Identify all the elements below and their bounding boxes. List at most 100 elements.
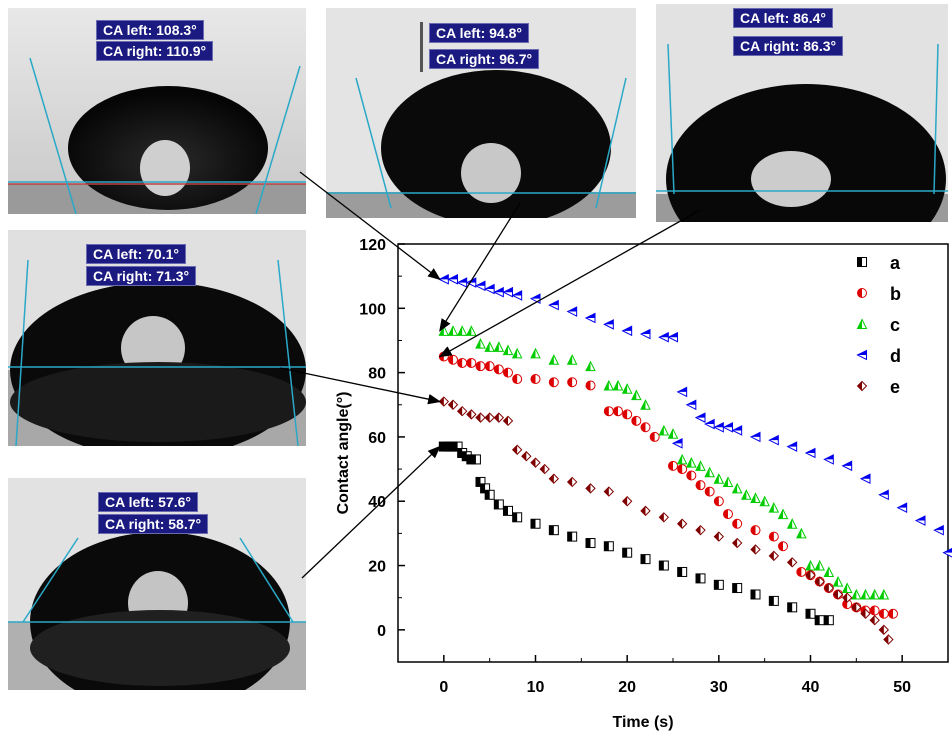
ca-right-label: CA right: 110.9° — [96, 41, 214, 61]
data-point-b — [878, 608, 889, 619]
series-e — [438, 396, 894, 645]
data-point-c — [658, 424, 670, 436]
data-point-a — [503, 505, 513, 516]
data-point-c — [603, 379, 615, 391]
data-point-d — [566, 306, 578, 317]
data-point-e — [832, 589, 844, 600]
legend-marker-e — [856, 380, 868, 392]
data-point-c — [585, 360, 596, 372]
x-tick-label: 30 — [710, 679, 728, 696]
data-point-c — [456, 325, 468, 336]
ca-left-label: CA left: 70.1° — [86, 244, 186, 264]
data-point-a — [548, 525, 559, 536]
data-point-a — [640, 554, 651, 565]
data-point-e — [475, 412, 486, 423]
data-point-e — [521, 451, 532, 462]
data-point-d — [896, 502, 908, 513]
data-point-e — [750, 544, 761, 555]
data-point-c — [860, 588, 871, 600]
droplet-photo-4 — [8, 230, 306, 446]
data-point-e — [860, 608, 871, 619]
data-point-b — [750, 525, 761, 536]
data-point-d — [704, 418, 715, 430]
data-point-c — [841, 582, 853, 594]
ca-right-label: CA right: 86.3° — [733, 36, 844, 56]
y-tick-label: 0 — [377, 623, 386, 640]
data-point-b — [457, 357, 468, 368]
y-axis-label: Contact angle(°) — [335, 392, 352, 515]
data-point-c — [475, 338, 486, 349]
data-point-c — [796, 527, 807, 539]
data-point-e — [768, 550, 780, 562]
data-point-c — [731, 482, 743, 494]
data-point-b — [778, 541, 788, 552]
data-point-a — [787, 602, 798, 613]
data-point-c — [466, 325, 477, 336]
data-point-b — [704, 486, 715, 497]
data-point-a — [695, 573, 706, 584]
data-point-d — [584, 312, 596, 324]
data-point-d — [658, 331, 669, 343]
data-point-e — [438, 396, 450, 407]
data-point-e — [823, 582, 835, 594]
x-tick-label: 20 — [618, 679, 636, 696]
series-a — [438, 441, 834, 626]
data-point-b — [796, 566, 807, 577]
data-point-c — [768, 502, 780, 513]
pointer-arrow — [299, 171, 441, 281]
data-point-c — [704, 466, 715, 478]
data-point-c — [667, 428, 679, 439]
data-point-b — [530, 374, 541, 385]
data-point-c — [676, 453, 688, 465]
data-point-e — [883, 634, 894, 645]
data-point-e — [658, 512, 670, 523]
series-c — [438, 325, 890, 600]
ca-left-label: CA left: 108.3° — [96, 20, 204, 40]
data-point-d — [786, 441, 798, 452]
data-point-e — [566, 476, 578, 488]
pointer-arrow — [279, 367, 442, 405]
data-point-d — [676, 386, 688, 398]
data-point-e — [603, 486, 615, 497]
data-point-c — [511, 347, 523, 359]
data-point-b — [448, 354, 458, 365]
data-point-a — [530, 518, 541, 529]
data-point-b — [613, 406, 623, 417]
data-point-b — [668, 460, 678, 471]
data-point-d — [722, 421, 733, 433]
legend-label-b: b — [890, 284, 901, 304]
ca-right-label: CA right: 96.7° — [429, 49, 540, 69]
data-point-d — [878, 489, 889, 501]
x-tick-label: 40 — [802, 679, 820, 696]
data-point-a — [470, 454, 481, 465]
data-point-b — [842, 599, 853, 610]
x-tick-label: 0 — [439, 679, 448, 696]
x-tick-label: 50 — [893, 679, 911, 696]
data-point-b — [475, 361, 486, 372]
data-point-c — [741, 489, 752, 500]
data-point-c — [493, 341, 505, 352]
data-point-d — [621, 325, 633, 337]
data-point-b — [768, 531, 779, 542]
data-point-b — [585, 380, 596, 391]
series-b — [438, 351, 898, 619]
data-point-e — [786, 557, 798, 568]
droplet-image — [326, 8, 636, 218]
data-point-c — [722, 476, 734, 487]
data-point-e — [456, 405, 468, 417]
data-point-e — [539, 463, 550, 475]
data-point-b — [677, 464, 688, 475]
data-point-b — [493, 364, 504, 375]
data-point-a — [713, 579, 724, 590]
droplet-photo-5 — [8, 478, 306, 690]
data-point-b — [503, 367, 513, 378]
data-point-d — [502, 286, 513, 298]
data-point-b — [622, 409, 633, 420]
series-d — [438, 274, 952, 558]
data-point-d — [933, 524, 944, 536]
data-point-c — [612, 379, 624, 391]
data-point-a — [622, 547, 633, 558]
data-point-b — [713, 496, 724, 507]
data-point-a — [768, 595, 779, 606]
